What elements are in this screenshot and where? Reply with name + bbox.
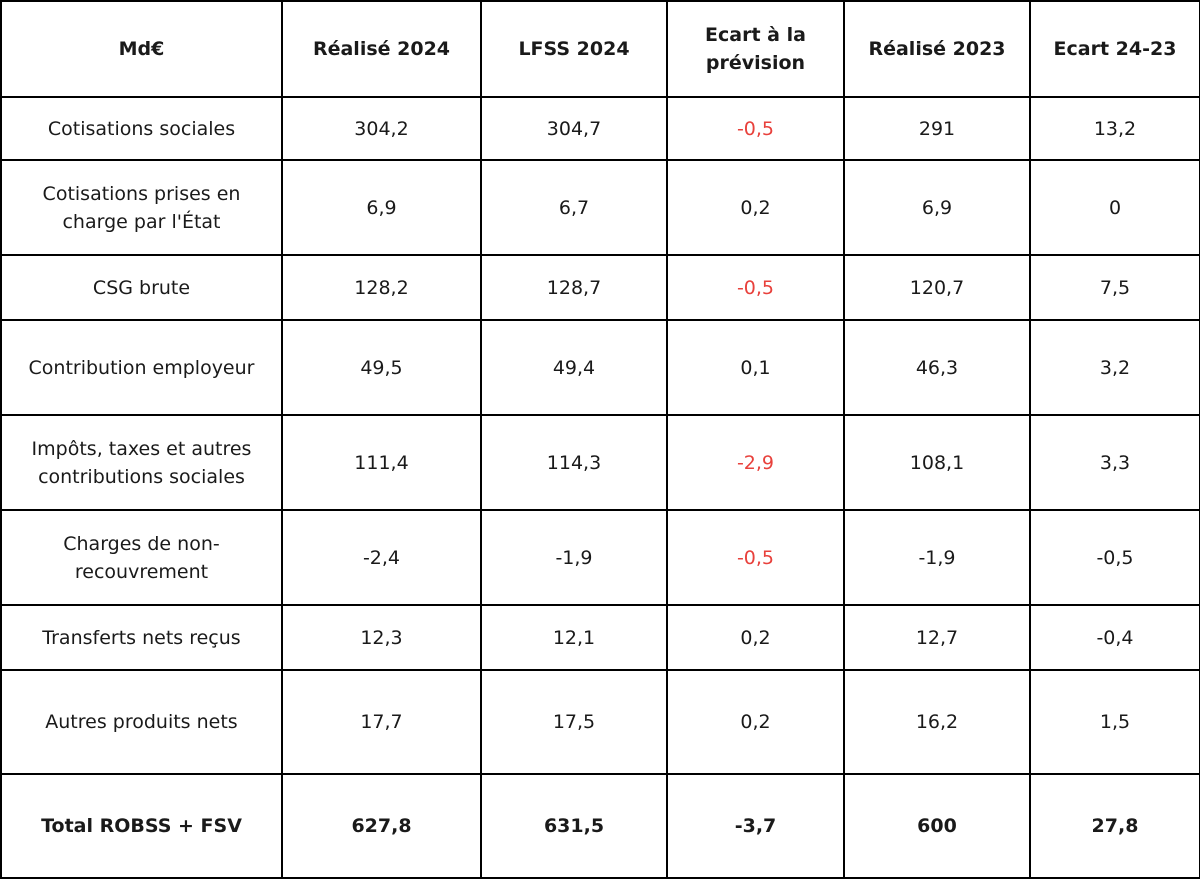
cell-realise-2023: 12,7 — [843, 604, 1031, 671]
cell-ecart-prevision: 0,1 — [666, 319, 845, 416]
cell-realise-2024: 304,2 — [281, 96, 482, 161]
header-realise-2024: Réalisé 2024 — [281, 0, 482, 98]
row-label: Impôts, taxes et autres contributions so… — [0, 414, 283, 511]
table-row: Autres produits nets 17,7 17,5 0,2 16,2 … — [0, 669, 1200, 775]
cell-realise-2023: 291 — [843, 96, 1031, 161]
cell-ecart-prevision: 0,2 — [666, 159, 845, 256]
cell-ecart-24-23: 3,2 — [1029, 319, 1200, 416]
cell-realise-2023: 108,1 — [843, 414, 1031, 511]
table-row: Contribution employeur 49,5 49,4 0,1 46,… — [0, 319, 1200, 416]
cell-ecart-prevision: 0,2 — [666, 604, 845, 671]
header-lfss-2024: LFSS 2024 — [480, 0, 668, 98]
cell-ecart-prevision: -0,5 — [666, 96, 845, 161]
cell-realise-2024: 17,7 — [281, 669, 482, 775]
table-row: Cotisations prises en charge par l'État … — [0, 159, 1200, 256]
cell-lfss-2024: 17,5 — [480, 669, 668, 775]
row-label: Contribution employeur — [0, 319, 283, 416]
row-label: Cotisations prises en charge par l'État — [0, 159, 283, 256]
cell-realise-2024: 12,3 — [281, 604, 482, 671]
cell-realise-2024: 111,4 — [281, 414, 482, 511]
row-label: Cotisations sociales — [0, 96, 283, 161]
header-realise-2023: Réalisé 2023 — [843, 0, 1031, 98]
cell-realise-2024: 6,9 — [281, 159, 482, 256]
cell-realise-2024: 49,5 — [281, 319, 482, 416]
table-row: Impôts, taxes et autres contributions so… — [0, 414, 1200, 511]
header-ecart-prevision: Ecart à la prévision — [666, 0, 845, 98]
cell-realise-2023: 46,3 — [843, 319, 1031, 416]
cell-ecart-prevision: -2,9 — [666, 414, 845, 511]
cell-lfss-2024: 128,7 — [480, 254, 668, 321]
cell-realise-2023: 6,9 — [843, 159, 1031, 256]
cell-realise-2024: -2,4 — [281, 509, 482, 606]
table-row: Cotisations sociales 304,2 304,7 -0,5 29… — [0, 96, 1200, 161]
header-unit: Md€ — [0, 0, 283, 98]
cell-lfss-2024: 12,1 — [480, 604, 668, 671]
total-ecart-24-23: 27,8 — [1029, 773, 1200, 879]
total-lfss-2024: 631,5 — [480, 773, 668, 879]
cell-ecart-prevision: 0,2 — [666, 669, 845, 775]
cell-ecart-24-23: 13,2 — [1029, 96, 1200, 161]
cell-lfss-2024: 304,7 — [480, 96, 668, 161]
total-ecart-prevision: -3,7 — [666, 773, 845, 879]
cell-ecart-prevision: -0,5 — [666, 254, 845, 321]
row-label: Charges de non-recouvrement — [0, 509, 283, 606]
cell-ecart-24-23: 3,3 — [1029, 414, 1200, 511]
cell-ecart-prevision: -0,5 — [666, 509, 845, 606]
cell-ecart-24-23: 0 — [1029, 159, 1200, 256]
total-row: Total ROBSS + FSV 627,8 631,5 -3,7 600 2… — [0, 773, 1200, 879]
cell-ecart-24-23: 1,5 — [1029, 669, 1200, 775]
total-realise-2024: 627,8 — [281, 773, 482, 879]
cell-lfss-2024: 6,7 — [480, 159, 668, 256]
total-realise-2023: 600 — [843, 773, 1031, 879]
header-row: Md€ Réalisé 2024 LFSS 2024 Ecart à la pr… — [0, 0, 1200, 98]
table-row: Charges de non-recouvrement -2,4 -1,9 -0… — [0, 509, 1200, 606]
row-label: Transferts nets reçus — [0, 604, 283, 671]
cell-lfss-2024: 49,4 — [480, 319, 668, 416]
cell-lfss-2024: -1,9 — [480, 509, 668, 606]
row-label: Autres produits nets — [0, 669, 283, 775]
cell-realise-2024: 128,2 — [281, 254, 482, 321]
table-row: CSG brute 128,2 128,7 -0,5 120,7 7,5 — [0, 254, 1200, 321]
cell-lfss-2024: 114,3 — [480, 414, 668, 511]
table-row: Transferts nets reçus 12,3 12,1 0,2 12,7… — [0, 604, 1200, 671]
cell-ecart-24-23: -0,4 — [1029, 604, 1200, 671]
cell-realise-2023: -1,9 — [843, 509, 1031, 606]
cell-ecart-24-23: 7,5 — [1029, 254, 1200, 321]
header-ecart-24-23: Ecart 24-23 — [1029, 0, 1200, 98]
row-label: CSG brute — [0, 254, 283, 321]
cell-realise-2023: 16,2 — [843, 669, 1031, 775]
cell-realise-2023: 120,7 — [843, 254, 1031, 321]
total-label: Total ROBSS + FSV — [0, 773, 283, 879]
cell-ecart-24-23: -0,5 — [1029, 509, 1200, 606]
